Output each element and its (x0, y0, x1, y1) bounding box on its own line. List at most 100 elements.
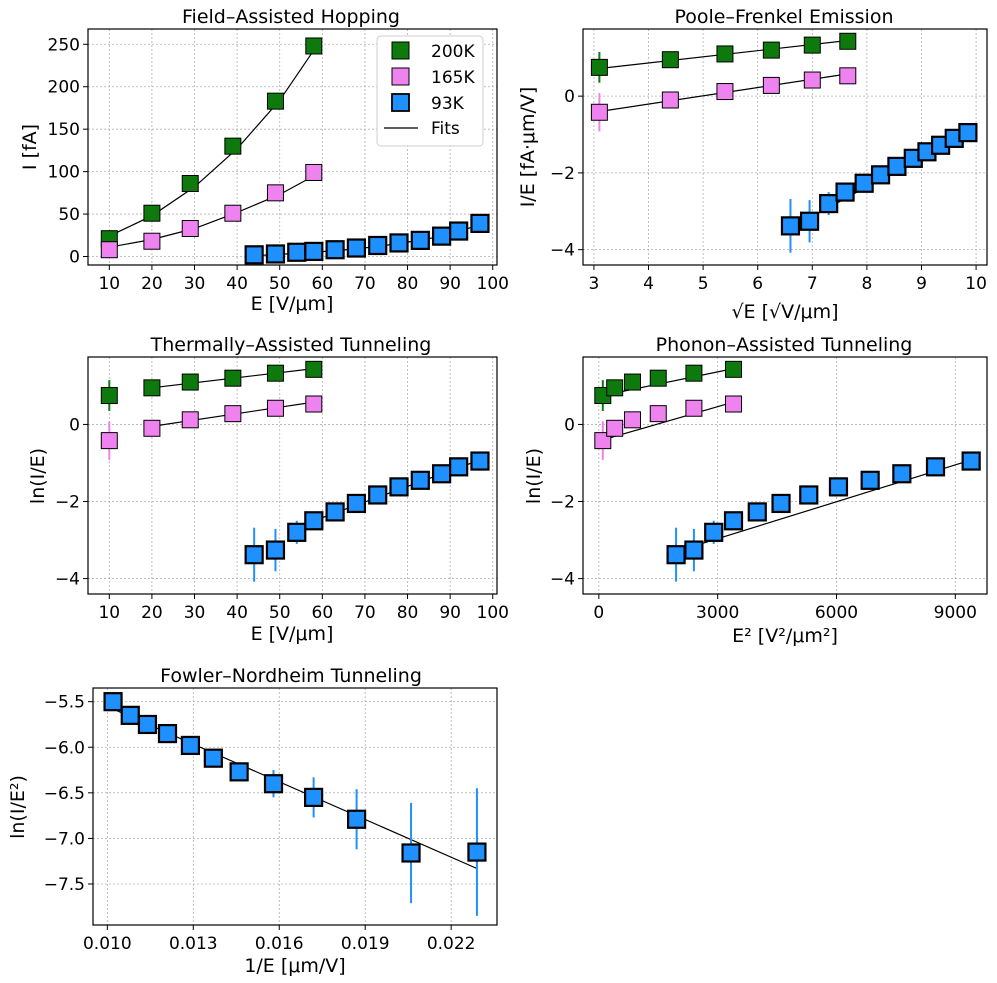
data-point-200k (685, 364, 703, 382)
panel-title: Thermally–Assisted Tunneling (150, 334, 432, 356)
data-point-93k (449, 221, 469, 241)
data-point-93k (347, 809, 367, 829)
data-point-165k (762, 76, 780, 94)
data-point-93k (747, 502, 767, 522)
data-point-93k (137, 714, 158, 735)
y-axis-label: ln(I/E) (27, 448, 49, 504)
data-point-93k (325, 240, 345, 260)
x-tick-label: 4 (643, 274, 654, 294)
data-point-93k (103, 692, 123, 712)
data-point-93k (771, 493, 791, 514)
data-point-93k (958, 123, 978, 143)
data-point-200k (803, 36, 821, 54)
data-point-165k (266, 184, 284, 202)
data-point-165k (100, 432, 118, 450)
panel-phonon-assisted-tunneling: Phonon–Assisted Tunneling 0 3000 6000 9000 … (523, 334, 988, 647)
x-tick-label: 0.013 (169, 934, 218, 954)
fit-line-93k (675, 459, 972, 553)
data-point-93k (410, 230, 430, 250)
y-axis-label: I/E [fA·μm/V] (517, 87, 539, 208)
data-point-200k (224, 369, 242, 387)
y-ticks: −5.5 −6.0 −6.5 −7.0 −7.5 (44, 693, 93, 895)
data-point-93k (304, 511, 324, 531)
x-ticks: 10 20 30 40 50 60 70 80 90 100 (98, 265, 509, 294)
x-tick-label: 70 (354, 603, 376, 623)
y-tick-label: −4 (550, 570, 575, 590)
y-tick-label: −2 (55, 493, 80, 513)
data-marks (590, 32, 978, 253)
y-ticks: 0 −2 −4 (550, 415, 583, 590)
x-tick-label: 3 (589, 274, 600, 294)
data-point-200k (224, 137, 242, 155)
data-point-200k (181, 373, 199, 391)
data-point-200k (143, 204, 161, 222)
x-ticks: 3 4 5 6 7 8 9 10 (589, 265, 987, 294)
data-point-93k (180, 735, 201, 756)
x-axis-label: E² [V²/μm²] (732, 625, 838, 647)
x-tick-label: 90 (439, 274, 461, 294)
panel-title: Phonon–Assisted Tunneling (656, 334, 913, 356)
data-point-93k (925, 457, 946, 477)
data-point-200k (266, 364, 284, 382)
y-tick-label: 250 (48, 35, 80, 55)
data-point-165k (266, 399, 284, 417)
x-tick-label: 6 (752, 274, 763, 294)
data-point-93k (684, 540, 704, 560)
y-ticks: 0 −2 −4 (550, 87, 583, 261)
y-tick-label: −5.5 (44, 693, 85, 713)
panel-field-assisted-hopping: Field–Assisted Hopping 10 20 30 40 50 60 70 80 9… (19, 6, 509, 315)
data-point-200k (590, 58, 608, 76)
x-ticks: 0 3000 6000 9000 (593, 594, 977, 623)
data-point-165k (661, 91, 679, 109)
data-point-93k (470, 451, 490, 471)
data-point-93k (432, 226, 452, 246)
data-point-165k (143, 232, 161, 250)
legend-swatch-200k (391, 41, 410, 60)
data-point-200k (624, 373, 642, 391)
y-tick-label: −7.5 (44, 875, 85, 895)
data-point-93k (304, 787, 324, 807)
x-tick-label: 20 (141, 603, 163, 623)
y-tick-label: 200 (48, 78, 80, 98)
data-point-165k (143, 419, 161, 437)
data-point-165k (803, 71, 821, 89)
x-tick-label: 6000 (815, 603, 858, 623)
fit-lines (599, 39, 969, 230)
x-tick-label: 7 (807, 274, 818, 294)
data-point-93k (244, 245, 264, 265)
data-marks (100, 37, 490, 265)
x-tick-label: 10 (98, 603, 120, 623)
axes-frame (87, 356, 498, 595)
data-point-165k (181, 219, 199, 237)
panel-poole-frenkel-emission: Poole–Frenkel Emission 3 4 5 6 7 8 9 10 0 −2 −4 √… (517, 6, 988, 323)
x-axis-label: E [V/μm] (251, 293, 334, 315)
data-point-165k (224, 204, 242, 222)
data-point-165k (716, 83, 734, 101)
y-tick-label: 50 (58, 205, 80, 225)
data-point-93k (401, 843, 421, 863)
data-point-200k (266, 92, 284, 110)
data-marks (103, 692, 487, 916)
data-point-200k (100, 387, 118, 405)
data-point-93k (666, 545, 686, 565)
data-point-93k (263, 774, 284, 794)
data-point-93k (410, 470, 430, 490)
y-tick-label: −7.0 (44, 829, 85, 849)
data-point-93k (467, 842, 487, 862)
legend-label-93k: 93K (431, 94, 465, 114)
data-point-93k (265, 540, 286, 560)
x-axis-label: 1/E [μm/V] (244, 955, 345, 977)
data-point-93k (157, 723, 178, 744)
x-tick-label: 3000 (696, 603, 739, 623)
x-tick-label: 0.019 (341, 934, 390, 954)
y-axis-label: ln(I/E) (523, 448, 545, 504)
data-point-93k (389, 233, 409, 253)
data-point-93k (368, 235, 388, 256)
x-tick-label: 30 (184, 603, 206, 623)
x-axis-label: √E [√V/μm] (731, 301, 838, 323)
x-tick-label: 8 (861, 274, 872, 294)
data-point-93k (346, 493, 367, 514)
data-point-165k (624, 411, 642, 429)
x-tick-label: 50 (269, 274, 291, 294)
